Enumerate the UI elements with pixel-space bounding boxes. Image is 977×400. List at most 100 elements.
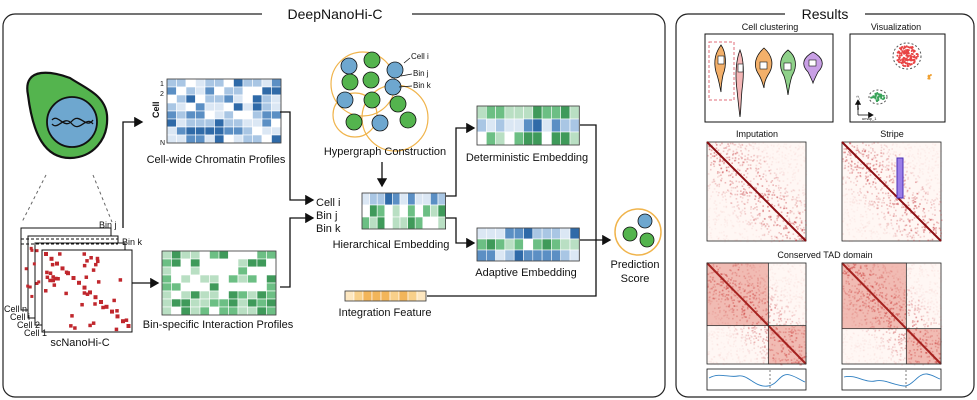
heat-dot (868, 277, 870, 280)
heat-dot (886, 227, 888, 229)
heat-dot (737, 357, 739, 359)
heat-dot (868, 182, 871, 185)
heat-dot (720, 273, 722, 275)
heat-dot (918, 240, 921, 242)
heat-dot (913, 309, 916, 312)
heat-dot (874, 317, 876, 320)
heat-dot (939, 287, 941, 289)
heat-dot (732, 182, 734, 185)
grid-cell (271, 110, 282, 120)
heat-dot (732, 271, 734, 274)
heat-dot (730, 296, 733, 298)
heat-dot (754, 206, 756, 209)
heat-dot (936, 174, 939, 176)
heat-dot (853, 218, 856, 221)
heat-dot (908, 196, 910, 199)
heat-dot (713, 211, 716, 213)
heat-dot (764, 302, 766, 304)
heat-dot (927, 221, 930, 224)
heat-dot (726, 332, 728, 334)
heat-dot (850, 345, 853, 347)
grid-cell (218, 282, 229, 292)
contact-dot (121, 319, 125, 324)
heat-dot (719, 353, 722, 356)
heat-dot (856, 314, 859, 316)
heat-dot (853, 320, 855, 323)
heat-dot (847, 307, 849, 310)
heat-dot (906, 269, 908, 271)
heat-dot (790, 222, 792, 225)
grid-cell (166, 126, 177, 136)
heat-dot (915, 316, 917, 319)
heat-dot (905, 224, 908, 227)
heat-dot (869, 300, 872, 302)
heat-dot (732, 309, 735, 312)
heat-dot (871, 143, 874, 145)
heat-dot (856, 180, 859, 183)
heat-dot (887, 210, 890, 213)
heat-dot (772, 357, 774, 360)
grid-cell (532, 238, 543, 251)
heat-dot (869, 230, 871, 232)
heat-dot (755, 271, 758, 273)
heat-dot (717, 335, 720, 337)
heat-dot (875, 160, 878, 162)
heat-dot (735, 197, 738, 200)
heat-dot (899, 230, 902, 233)
heat-dot (744, 155, 746, 157)
heat-dot (768, 231, 770, 233)
grid-cell (218, 266, 229, 276)
heat-dot (869, 166, 872, 169)
heat-dot (771, 180, 774, 182)
grid-cell (214, 102, 225, 112)
heat-dot (738, 154, 740, 157)
heat-dot (714, 312, 717, 314)
heat-dot (873, 352, 876, 355)
heat-dot (770, 297, 772, 300)
heat-dot (878, 233, 880, 235)
violin-plots (714, 44, 823, 118)
heat-dot (784, 354, 787, 357)
heat-dot (770, 218, 772, 221)
heat-dot (895, 233, 897, 235)
heat-dot (905, 301, 907, 304)
heat-dot (721, 199, 724, 201)
heat-dot (844, 160, 847, 163)
cell-n-label: Cell n (4, 304, 27, 314)
heat-dot (763, 160, 766, 163)
heat-dot (792, 171, 794, 173)
heat-dot (722, 230, 725, 233)
heat-dot (923, 288, 925, 290)
heat-dot (760, 222, 763, 224)
heat-dot (727, 290, 730, 293)
heat-dot (871, 325, 874, 328)
grid-cell (180, 258, 191, 268)
heat-dot (906, 170, 908, 173)
heat-dot (714, 204, 717, 206)
heat-dot (723, 358, 725, 361)
contact-dot (45, 275, 50, 280)
heat-dot (732, 265, 734, 268)
heat-dot (776, 308, 779, 310)
contact-dot (82, 285, 87, 290)
hypergraph (330, 51, 429, 152)
heat-dot (868, 301, 870, 304)
heat-dot (776, 290, 778, 293)
heat-dot (763, 223, 765, 226)
heat-dot (872, 287, 875, 289)
heat-dot (902, 300, 905, 302)
heat-dot (881, 276, 883, 278)
heat-dot (749, 191, 751, 194)
heat-dot (708, 145, 711, 148)
grid-cell (361, 204, 370, 218)
heat-dot (783, 165, 785, 167)
heat-dot (793, 189, 796, 192)
tad-signal-tracks (706, 368, 942, 391)
heat-dot (854, 264, 856, 266)
heat-dot (858, 359, 860, 362)
heat-dot (718, 283, 720, 286)
heat-dot (893, 319, 896, 322)
heat-dot (916, 142, 918, 144)
heat-dot (787, 171, 789, 174)
heat-dot (920, 162, 923, 165)
